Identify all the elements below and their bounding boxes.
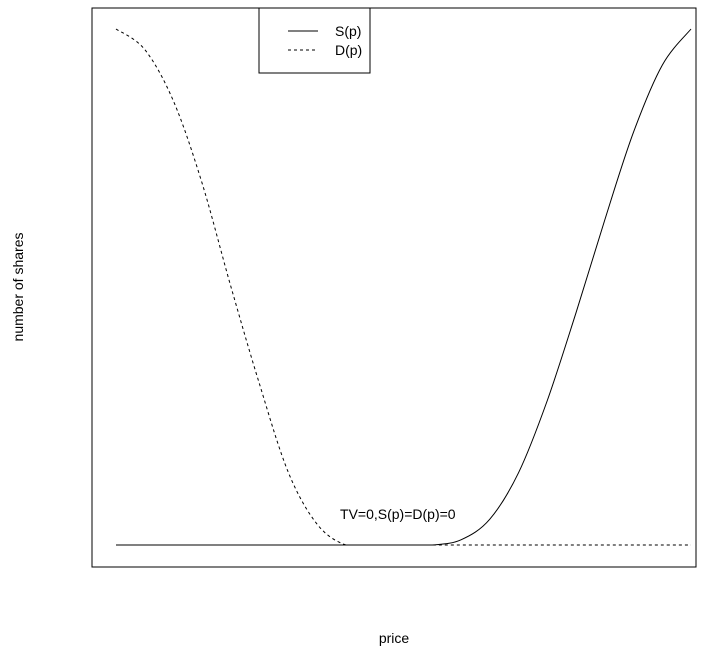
annotation-label: TV=0,S(p)=D(p)=0 — [340, 506, 456, 522]
series-line-d — [115, 28, 691, 546]
legend: S(p) D(p) — [258, 7, 371, 74]
series-line-s — [115, 28, 692, 546]
x-axis-title: price — [379, 630, 410, 646]
legend-label-s: S(p) — [335, 23, 361, 39]
legend-box — [258, 7, 371, 74]
series-layer — [115, 28, 692, 546]
y-axis-title: number of shares — [10, 233, 26, 342]
legend-label-d: D(p) — [335, 42, 362, 58]
plot-frame — [91, 7, 697, 568]
